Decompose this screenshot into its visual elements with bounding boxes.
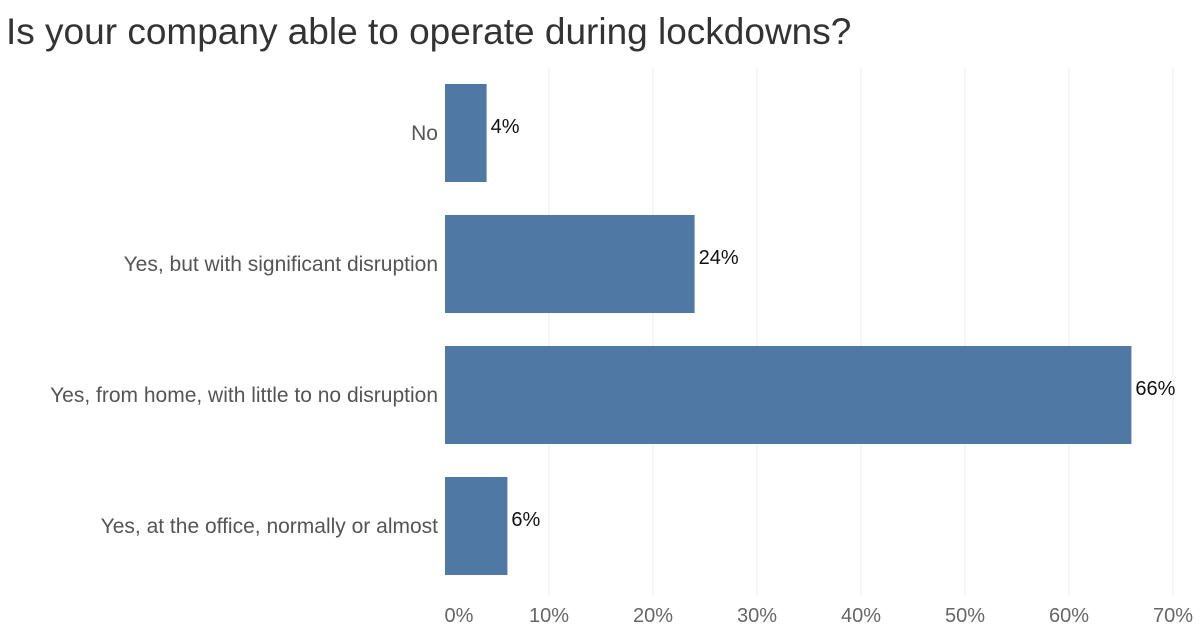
- data-label: 66%: [1135, 378, 1175, 400]
- x-axis-tick-labels: 0% 10% 20% 30% 40% 50% 60% 70%: [445, 605, 1194, 627]
- data-label: 24%: [699, 247, 739, 269]
- x-tick-label: 10%: [529, 605, 569, 627]
- category-label: Yes, but with significant disruption: [124, 253, 438, 276]
- bar: [445, 84, 487, 182]
- bar: [445, 215, 695, 313]
- x-tick-label: 60%: [1049, 605, 1089, 627]
- category-label: Yes, at the office, normally or almost: [101, 515, 438, 538]
- category-label: No: [411, 122, 438, 145]
- category-labels: No Yes, but with significant disruption Ye…: [50, 122, 438, 538]
- x-tick-label: 0%: [445, 605, 474, 627]
- x-tick-label: 30%: [737, 605, 777, 627]
- bar: [445, 477, 508, 575]
- chart-title: Is your company able to operate during l…: [6, 11, 852, 52]
- grid-lines: [548, 68, 1174, 595]
- x-tick-label: 20%: [633, 605, 673, 627]
- bar: [445, 346, 1132, 444]
- x-tick-label: 50%: [945, 605, 985, 627]
- bars: [445, 84, 1132, 575]
- x-tick-label: 40%: [841, 605, 881, 627]
- x-tick-label: 70%: [1153, 605, 1193, 627]
- category-label: Yes, from home, with little to no disrup…: [50, 384, 438, 407]
- value-labels: 4% 24% 66% 6%: [491, 116, 1176, 531]
- data-label: 4%: [491, 116, 520, 138]
- data-label: 6%: [511, 509, 540, 531]
